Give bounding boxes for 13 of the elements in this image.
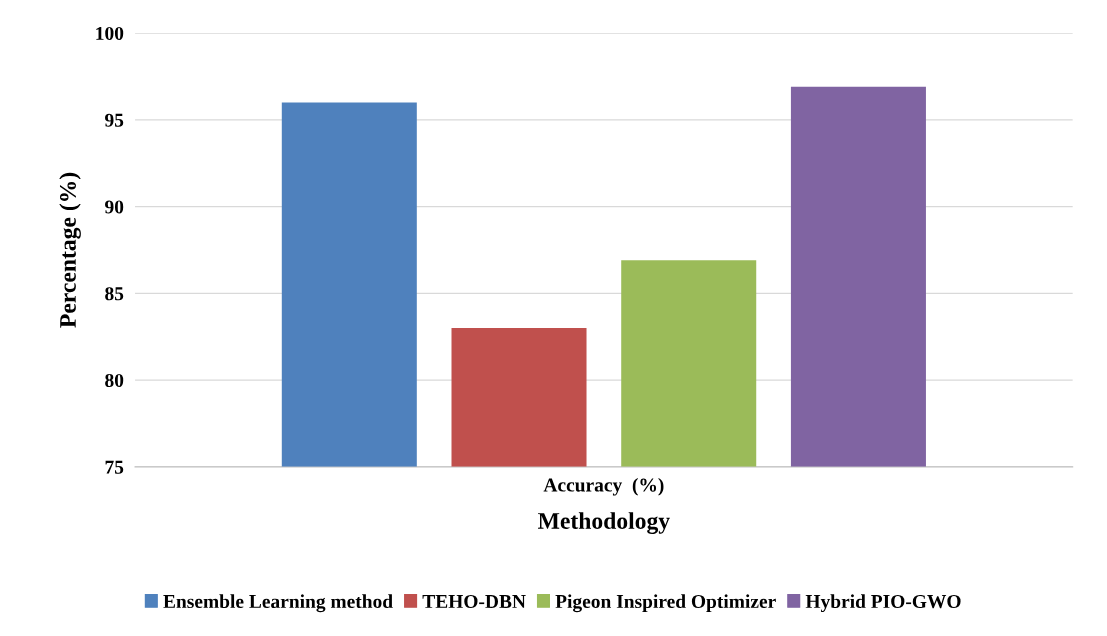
- x-axis-title: Methodology: [538, 512, 670, 534]
- legend-label: TEHO-DBN: [422, 594, 526, 609]
- y-tick-label: 85: [105, 287, 124, 301]
- x-tick-label: Accuracy (%): [543, 477, 664, 496]
- y-tick-label: 95: [105, 113, 124, 127]
- legend-label: Pigeon Inspired Optimizer: [555, 594, 776, 613]
- y-tick-label: 100: [96, 26, 124, 41]
- legend-label: Hybrid PIO-GWO: [805, 594, 961, 613]
- y-tick-label: 75: [105, 460, 124, 474]
- legend-label: Ensemble Learning method: [163, 594, 393, 613]
- y-tick-label: 90: [105, 200, 124, 214]
- y-tick-label: 80: [105, 373, 124, 388]
- y-axis-title: Percentage (%): [59, 172, 81, 328]
